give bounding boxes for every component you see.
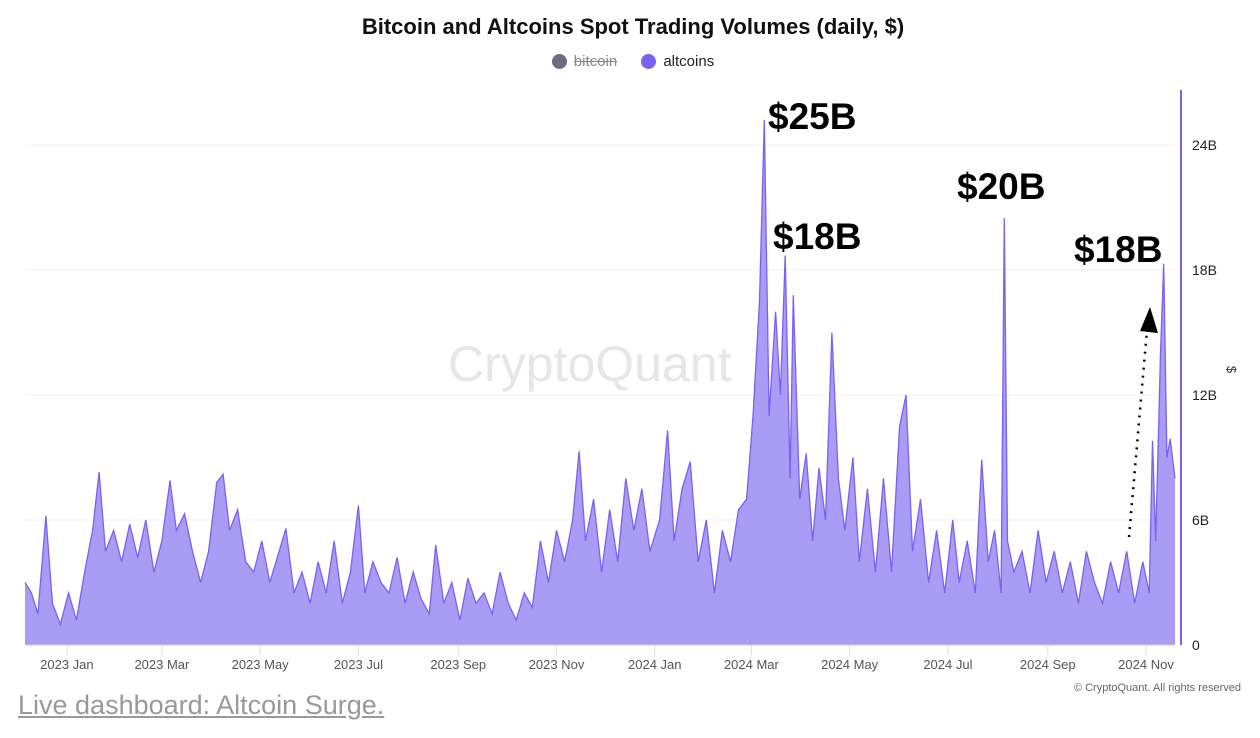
y-tick-label: 6B [1192, 512, 1209, 528]
legend-label-altcoins: altcoins [663, 53, 715, 70]
altcoins-dot-icon [641, 54, 657, 69]
bitcoin-dot-icon [551, 54, 567, 69]
legend-item-bitcoin[interactable]: bitcoin [551, 53, 618, 70]
legend-item-altcoins[interactable]: altcoins [641, 53, 714, 70]
x-tick-label: 2024 May [821, 657, 879, 672]
y-tick-label: 18B [1192, 262, 1217, 278]
copyright: © CryptoQuant. All rights reserved [1073, 682, 1241, 694]
annotation-second-peak-march: $18B [773, 216, 862, 257]
y-tick-label: 0 [1192, 637, 1200, 653]
legend: bitcoin altcoins [0, 53, 1260, 73]
annotation-peak-august: $20B [957, 166, 1046, 207]
x-tick-label: 2024 Jul [923, 657, 972, 672]
arrow-head-icon [1140, 307, 1158, 333]
y-tick-label: 12B [1192, 387, 1217, 403]
x-tick-label: 2023 Nov [529, 657, 585, 672]
annotation-peak-march: $25B [768, 96, 857, 137]
trend-arrow-line [1127, 329, 1149, 538]
y-axis-label: $ [1224, 365, 1240, 374]
x-tick-label: 2023 Mar [134, 657, 190, 672]
x-tick-label: 2024 Sep [1020, 657, 1076, 672]
live-dashboard-link[interactable]: Live dashboard: Altcoin Surge. [18, 690, 385, 720]
chart-title: Bitcoin and Altcoins Spot Trading Volume… [361, 14, 905, 39]
watermark-logo: CryptoQuant [448, 336, 732, 392]
x-tick-label: 2024 Mar [724, 657, 780, 672]
x-tick-label: 2024 Nov [1118, 657, 1174, 672]
altcoins-area [25, 120, 1175, 646]
x-tick-label: 2023 May [232, 657, 290, 672]
x-tick-label: 2023 Sep [430, 657, 486, 672]
legend-label-bitcoin: bitcoin [573, 53, 618, 70]
altcoins-line [24, 120, 1176, 627]
annotation-peak-november: $18B [1074, 229, 1163, 270]
x-tick-label: 2023 Jan [40, 657, 94, 672]
y-tick-label: 24B [1192, 137, 1217, 153]
x-tick-label: 2024 Jan [628, 657, 682, 672]
x-tick-label: 2023 Jul [334, 657, 383, 672]
